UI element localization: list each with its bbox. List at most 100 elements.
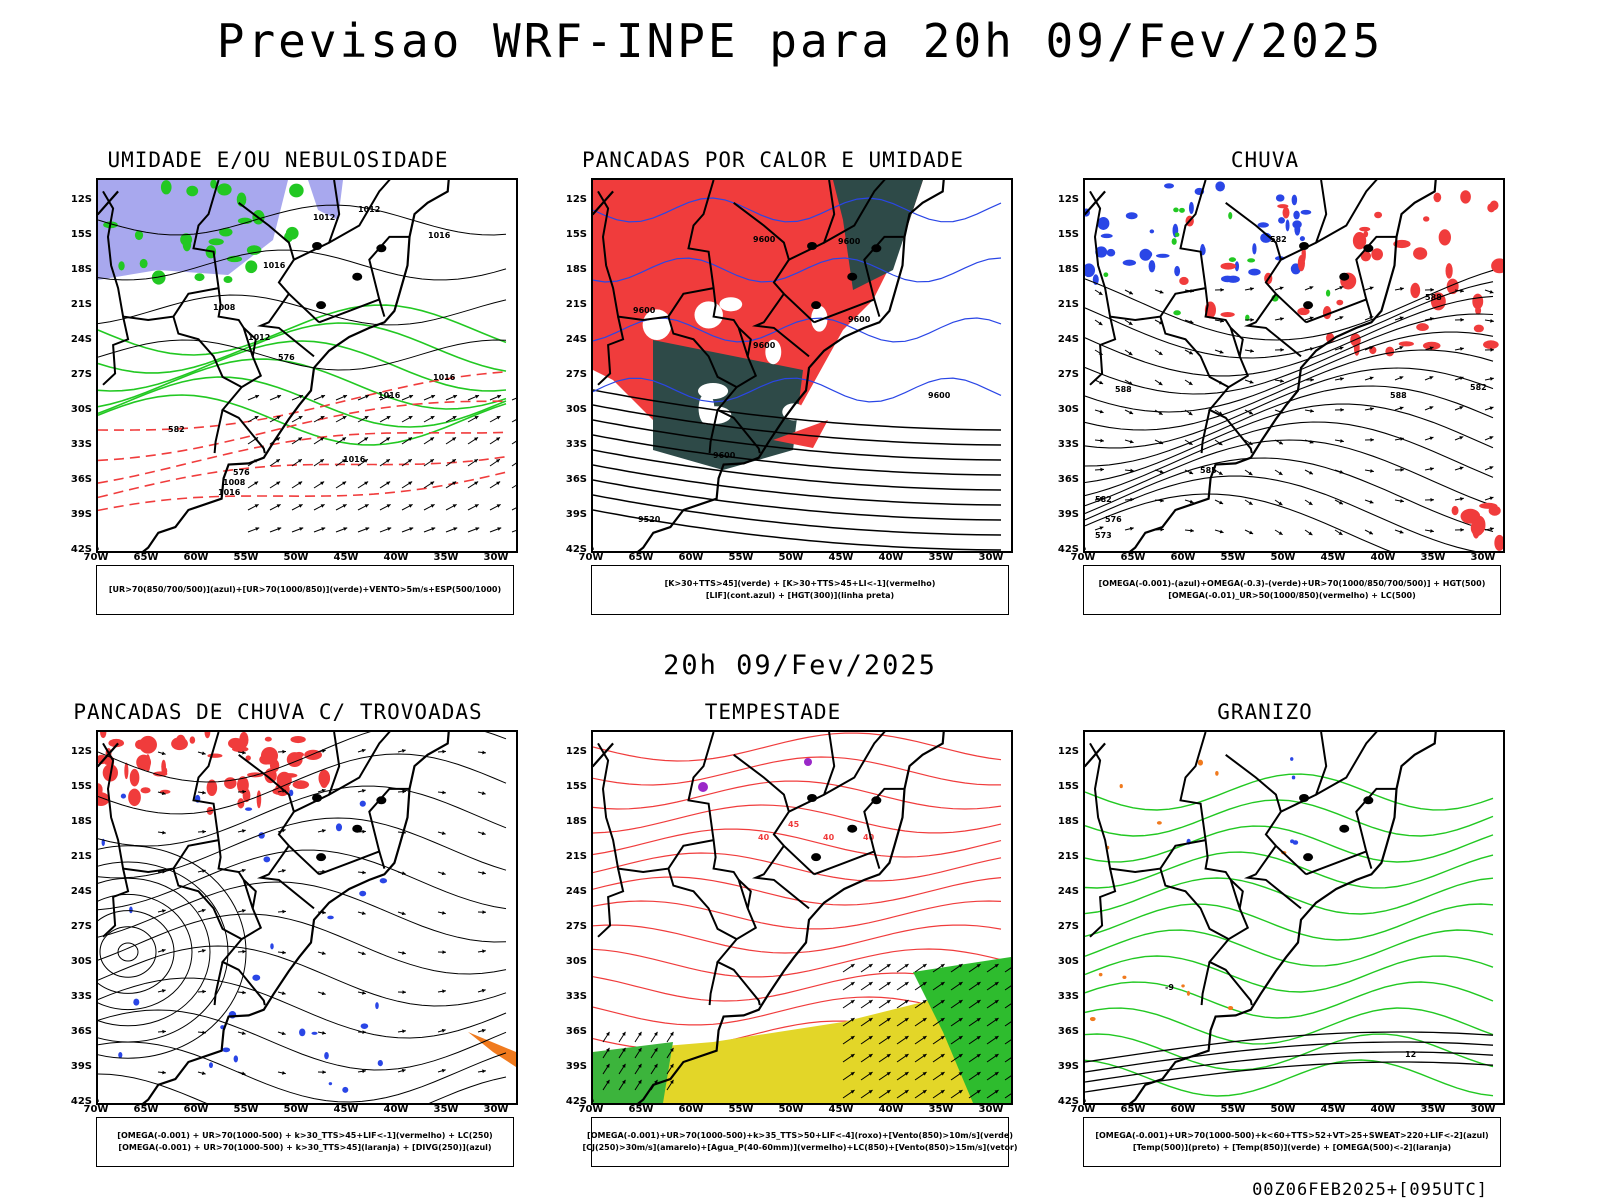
streamline-arrow (1124, 379, 1133, 386)
panel-legend: [K>30+TTS>45](verde) + [K>30+TTS>45+LI<-… (591, 565, 1009, 615)
streamline-arrow (1244, 379, 1254, 384)
wind-vector (269, 503, 281, 511)
omega-blue-blob (1164, 183, 1175, 189)
contour-label: 1008 (213, 303, 236, 312)
legend-line: [LIF](cont.azul) + [HGT(300)](linha pret… (705, 591, 895, 600)
wind-vector (968, 1053, 981, 1063)
storm-red-blob (224, 777, 237, 790)
storm-red-blob (294, 751, 304, 758)
streamline (98, 753, 507, 815)
streamline-arrow (1184, 319, 1194, 324)
legend-line: [K>30+TTS>45](verde) + [K>30+TTS>45+LI<-… (664, 579, 936, 588)
coastline-east (637, 732, 945, 1103)
state-border (667, 868, 738, 940)
wind-vector (401, 458, 413, 467)
contour-label: 1016 (428, 231, 451, 240)
streamline-arrow (1304, 286, 1314, 291)
wind-vector (602, 1047, 610, 1059)
panel-title: PANCADAS DE CHUVA C/ TROVOADAS (73, 700, 483, 724)
streamline-arrow (1124, 409, 1134, 415)
isobar (98, 339, 507, 371)
lat-tick-label: 42S (565, 1096, 587, 1107)
omega-blue-blob (1257, 222, 1269, 228)
contour-label: 12 (1405, 1050, 1416, 1059)
hgt300-contour (593, 389, 1002, 431)
storm-red-blob (204, 732, 211, 739)
lake-mark (807, 794, 818, 803)
omega500-orange-blob (1227, 1006, 1234, 1011)
thickness-contour (98, 371, 507, 431)
streamline-arrow (1184, 528, 1195, 533)
humidity-contour (98, 358, 507, 410)
streamline-arrow (1394, 376, 1404, 381)
lat-tick-label: 18S (70, 816, 92, 827)
state-border (1159, 316, 1230, 388)
streamline-arrow (1274, 317, 1284, 321)
wind-vector (1004, 1021, 1011, 1027)
streamline-arrow (1484, 318, 1494, 323)
contour-label: 9600 (848, 315, 871, 324)
streamline-arrow (1184, 439, 1193, 446)
streamline-arrow (157, 948, 166, 953)
streamline-arrow (317, 1031, 326, 1035)
wind-vector (860, 981, 873, 991)
lon-tick-label: 65W (133, 1104, 159, 1115)
hgt300-contour (593, 464, 1002, 506)
streamline-arrow (1244, 348, 1254, 353)
thickness-contour (98, 400, 506, 462)
state-border (597, 316, 625, 386)
divergence-blue-blob (270, 943, 274, 950)
wind-vector (313, 458, 325, 467)
streamline-arrow (1484, 527, 1494, 531)
streamline-arrow (1154, 409, 1163, 416)
lon-tick-label: 30W (978, 1104, 1004, 1115)
humidity-low-blob (134, 230, 144, 241)
humidity-contour (98, 394, 507, 446)
lat-tick-label: 27S (70, 369, 92, 380)
lon-tick-label: 50W (283, 1104, 309, 1115)
wind-vector (666, 1079, 674, 1091)
streamline-arrow (197, 829, 207, 834)
streamline-arrow (1424, 376, 1434, 381)
wind-vector (634, 1079, 642, 1091)
wind-vector (401, 436, 413, 445)
streamline (98, 945, 507, 1007)
state-border (368, 235, 410, 300)
contour-label: -9 (1165, 983, 1174, 992)
streamline-arrow (1214, 349, 1224, 354)
storm-red-blob (140, 787, 151, 794)
wind-vector (357, 415, 369, 423)
clear-area (719, 297, 743, 312)
hgt500-contour (1085, 367, 1494, 449)
lake-mark (847, 272, 858, 281)
wind-vector (313, 415, 325, 423)
coastline-east (1129, 732, 1437, 1103)
hgt300-contour (593, 434, 1002, 476)
lake-mark (811, 301, 822, 310)
state-border (256, 845, 315, 910)
wind-vector (313, 527, 326, 533)
streamline-arrow (1124, 497, 1135, 502)
state-border (368, 787, 410, 852)
state-border (192, 732, 254, 909)
hgt500-contour (1085, 439, 1494, 507)
state-border (863, 787, 905, 852)
state-border (318, 850, 386, 876)
hgt500-contour (1085, 349, 1494, 431)
lake-mark (847, 824, 858, 833)
wind-vector (489, 436, 501, 445)
wind-vector (335, 481, 347, 489)
streamline-arrow (397, 749, 406, 753)
wind-vector (842, 981, 855, 991)
streamline-arrow (1244, 499, 1253, 506)
lon-tick-label: 30W (978, 552, 1004, 563)
streamline-arrow (397, 951, 406, 955)
streamline-arrow (1484, 347, 1495, 352)
lon-tick-label: 50W (1270, 552, 1296, 563)
lake-mark (1303, 853, 1314, 862)
wind-vector (489, 481, 501, 489)
map-canvas: 9600 9600 9600 9600 9600 9600 9600 9520 (593, 180, 1002, 551)
wind-vector (968, 1035, 981, 1045)
streamline (98, 785, 507, 847)
wind-vector (650, 1031, 658, 1043)
